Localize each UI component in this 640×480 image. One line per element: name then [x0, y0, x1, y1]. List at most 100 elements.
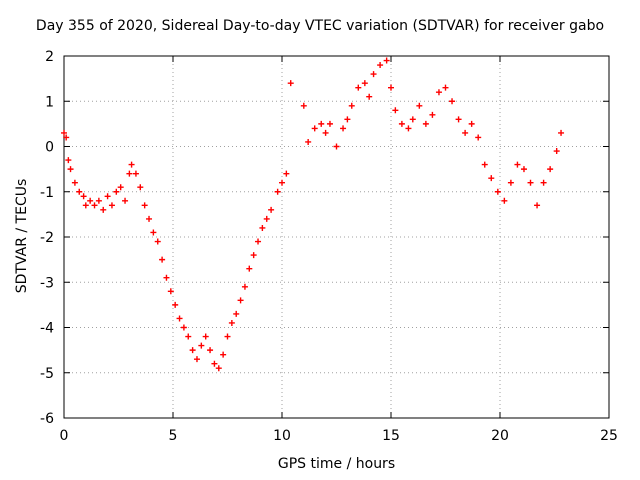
- data-point: [141, 202, 148, 209]
- data-point: [501, 197, 508, 204]
- data-point: [100, 206, 107, 213]
- x-tick-label: 10: [273, 428, 291, 444]
- data-point: [246, 265, 253, 272]
- data-point: [340, 125, 347, 132]
- data-point: [172, 301, 179, 308]
- data-point: [279, 179, 285, 186]
- data-point: [287, 80, 294, 87]
- data-point: [274, 188, 281, 195]
- y-tick-label: -6: [40, 411, 54, 427]
- x-axis-label: GPS time / hours: [277, 456, 396, 472]
- data-point: [61, 129, 67, 136]
- data-point: [198, 342, 205, 349]
- data-point: [185, 333, 192, 340]
- data-point: [333, 143, 340, 150]
- y-tick-label: -4: [40, 321, 54, 337]
- data-point: [449, 98, 456, 105]
- data-point: [553, 148, 560, 155]
- y-tick-label: -1: [40, 185, 54, 201]
- data-point: [520, 166, 527, 173]
- data-point: [241, 283, 248, 290]
- data-point: [82, 202, 89, 209]
- data-point: [228, 319, 235, 326]
- data-point: [150, 229, 157, 236]
- y-tick-label: 0: [45, 140, 54, 156]
- data-point: [202, 333, 209, 340]
- data-point: [80, 193, 87, 200]
- data-point: [361, 80, 368, 87]
- x-tick-label: 25: [600, 428, 618, 444]
- data-point: [348, 102, 355, 109]
- data-point: [388, 84, 394, 91]
- data-point: [237, 297, 244, 304]
- data-point: [416, 102, 423, 109]
- data-point: [117, 184, 124, 191]
- data-point: [468, 120, 475, 127]
- data-point: [67, 166, 74, 173]
- chart-title: Day 355 of 2020, Sidereal Day-to-day VTE…: [35, 18, 605, 34]
- data-point: [534, 202, 541, 209]
- data-point: [488, 175, 495, 182]
- data-point: [326, 120, 333, 127]
- data-point: [126, 170, 133, 177]
- data-point: [122, 197, 129, 204]
- data-point: [167, 288, 174, 295]
- data-point: [250, 252, 257, 259]
- x-tick-label: 15: [382, 428, 400, 444]
- data-point: [370, 71, 377, 78]
- data-point: [189, 347, 196, 354]
- data-point: [180, 324, 187, 331]
- data-point: [132, 170, 139, 177]
- data-point: [344, 116, 351, 123]
- data-point: [494, 188, 501, 195]
- data-point: [137, 184, 144, 191]
- data-point: [91, 202, 98, 209]
- data-point: [435, 89, 442, 96]
- data-point: [163, 274, 170, 281]
- y-tick-label: 1: [45, 94, 54, 110]
- data-point: [220, 351, 227, 358]
- data-point: [383, 57, 390, 64]
- data-point: [268, 206, 275, 213]
- y-tick-label: -3: [40, 275, 54, 291]
- data-point: [377, 62, 384, 69]
- data-point: [224, 333, 231, 340]
- data-point: [76, 188, 83, 195]
- y-tick-label: 2: [45, 49, 54, 65]
- data-point: [311, 125, 318, 132]
- data-point: [233, 310, 240, 317]
- data-point: [95, 197, 102, 204]
- data-point: [211, 360, 218, 367]
- data-point: [65, 157, 72, 164]
- data-point: [442, 84, 449, 91]
- data-point: [392, 107, 399, 114]
- data-point: [366, 93, 373, 100]
- data-point: [159, 256, 166, 263]
- data-point: [146, 215, 153, 222]
- y-tick-label: -5: [40, 366, 54, 382]
- x-tick-label: 20: [491, 428, 509, 444]
- data-point: [71, 179, 78, 186]
- y-tick-label: -2: [40, 230, 54, 246]
- data-point: [514, 161, 521, 168]
- data-point: [128, 161, 135, 168]
- data-point: [207, 347, 214, 354]
- data-point: [154, 238, 161, 245]
- data-point: [322, 129, 329, 136]
- data-point: [318, 120, 325, 127]
- data-point: [405, 125, 412, 132]
- data-point: [481, 161, 488, 168]
- data-point: [113, 188, 120, 195]
- data-point: [355, 84, 362, 91]
- data-point: [300, 102, 307, 109]
- y-axis-label: SDTVAR / TECUs: [14, 178, 30, 294]
- data-point: [507, 179, 514, 186]
- x-tick-label: 0: [60, 428, 69, 444]
- data-point: [193, 356, 200, 363]
- data-point: [63, 134, 70, 141]
- data-point: [305, 138, 312, 145]
- data-point: [255, 238, 262, 245]
- data-point: [547, 166, 554, 173]
- data-point: [283, 170, 290, 177]
